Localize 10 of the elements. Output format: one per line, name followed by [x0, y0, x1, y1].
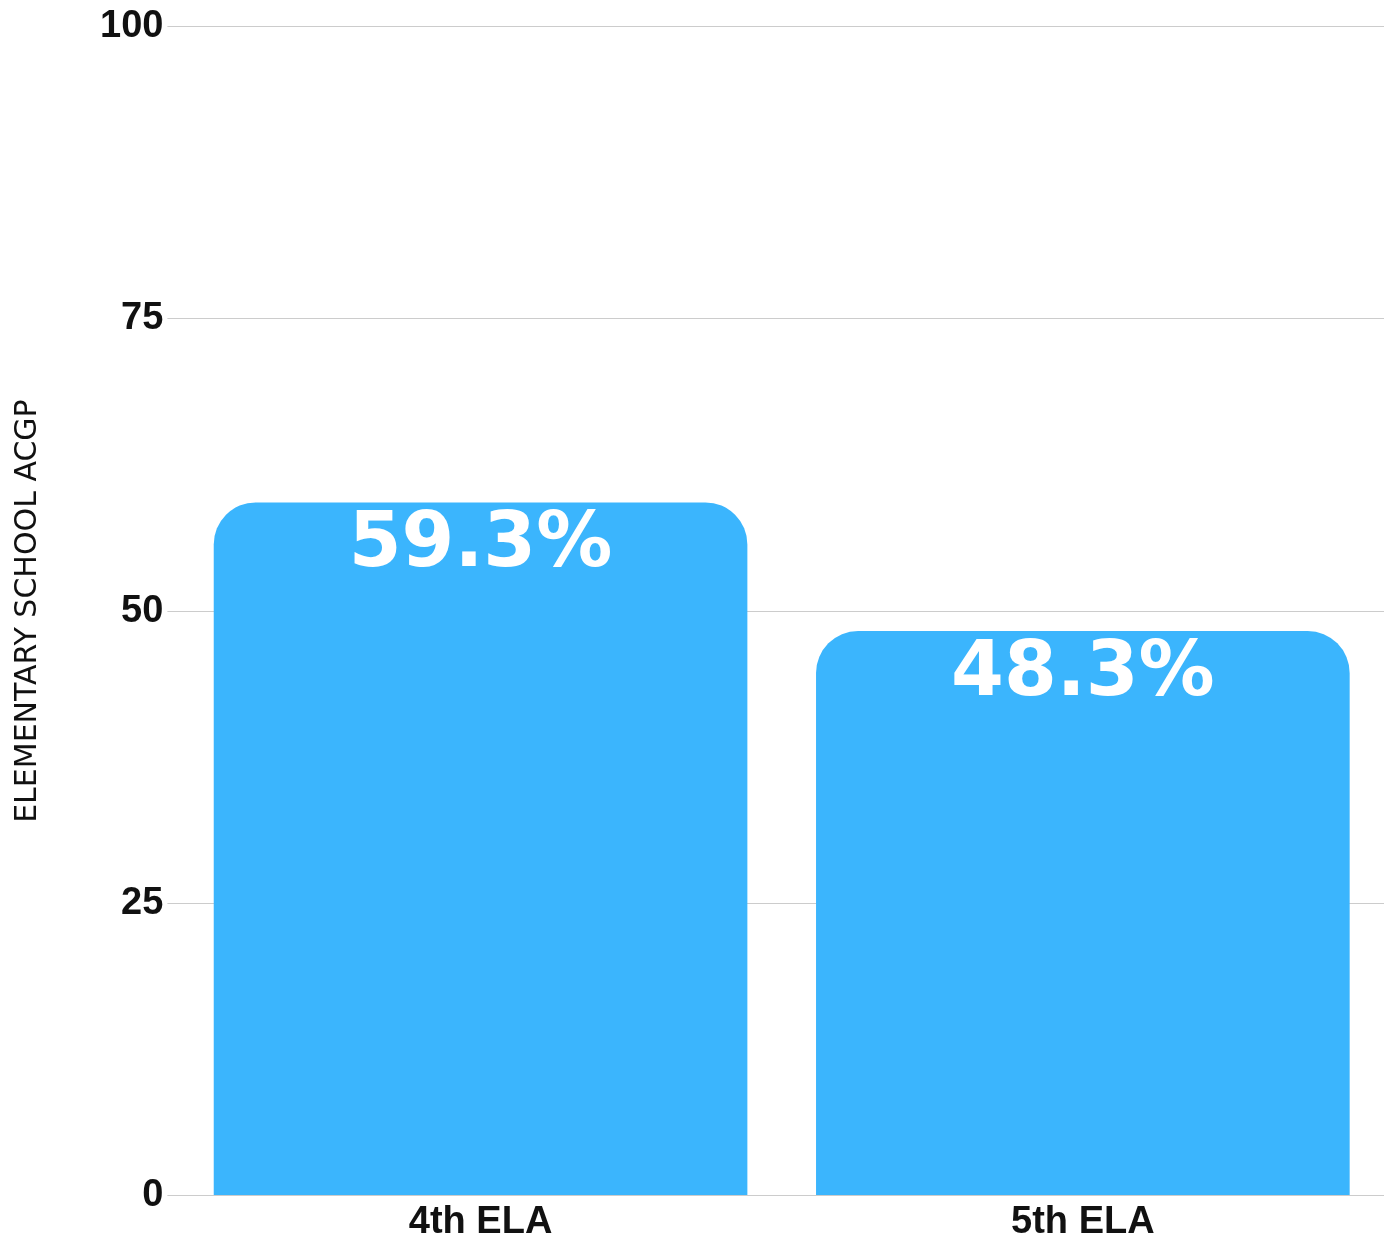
y-tick-label: 75 — [121, 295, 164, 338]
x-tick-label: 5th ELA — [1011, 1198, 1155, 1241]
y-axis-title: ELEMENTARY SCHOOL ACGP — [7, 399, 43, 823]
x-tick-label: 4th ELA — [408, 1198, 553, 1241]
y-tick-label: 50 — [121, 587, 164, 630]
y-tick-label: 25 — [121, 879, 164, 922]
y-tick-label: 0 — [142, 1171, 164, 1214]
data-label: 59.3% — [348, 495, 613, 585]
y-tick-label: 100 — [100, 3, 164, 46]
data-label: 48.3% — [951, 623, 1215, 713]
